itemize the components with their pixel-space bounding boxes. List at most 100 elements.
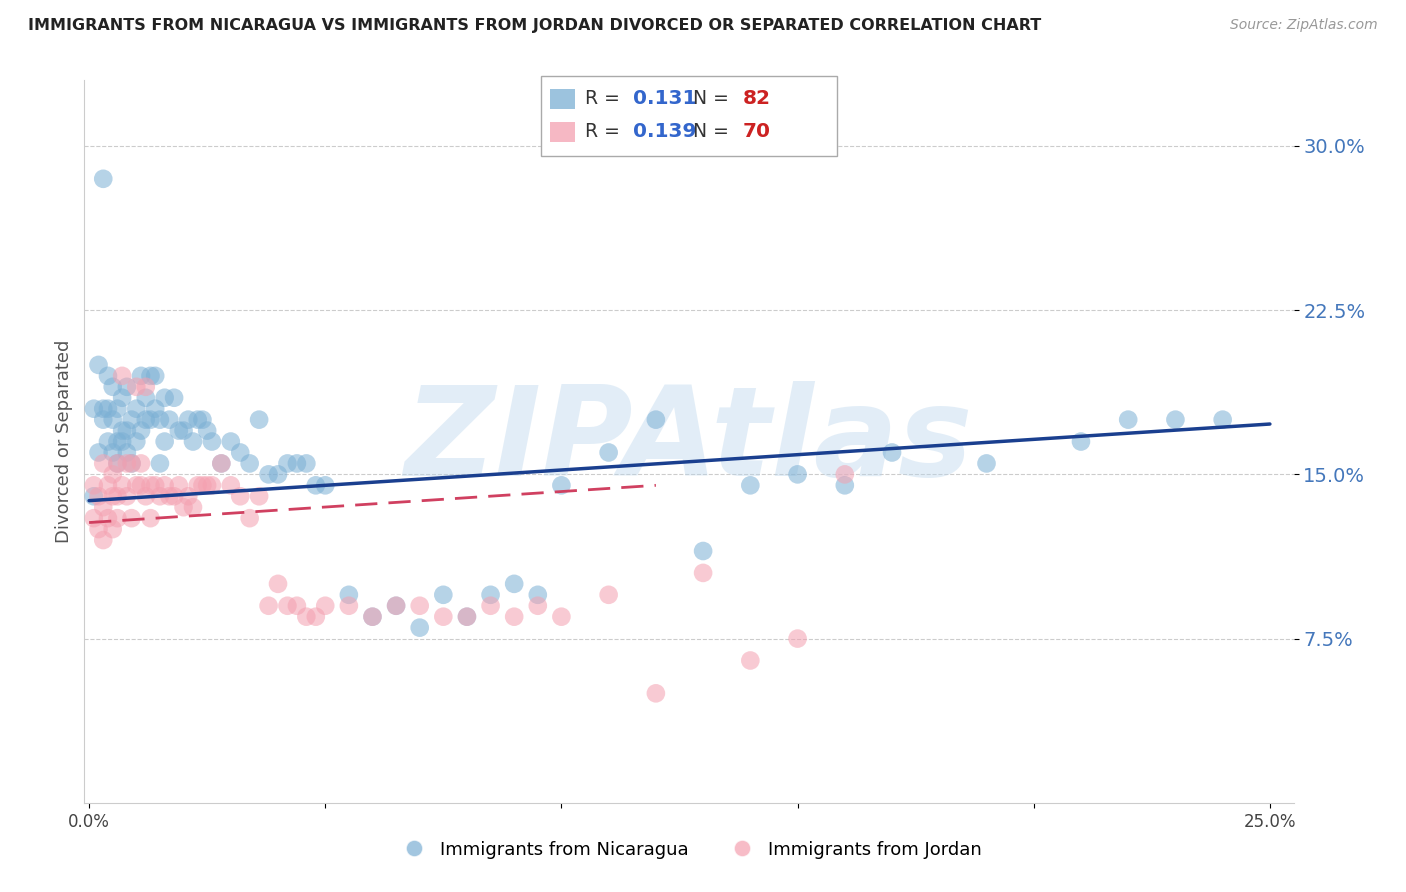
Point xyxy=(125,434,148,449)
Point xyxy=(153,434,176,449)
Point xyxy=(91,500,114,515)
Point xyxy=(121,457,143,471)
Point xyxy=(135,412,157,426)
Point xyxy=(135,391,157,405)
Point xyxy=(432,609,454,624)
Point xyxy=(295,457,318,471)
Point xyxy=(305,478,328,492)
Point xyxy=(267,467,290,482)
Point xyxy=(91,412,114,426)
Point xyxy=(409,599,432,613)
Point xyxy=(295,609,318,624)
Y-axis label: Divorced or Separated: Divorced or Separated xyxy=(55,340,73,543)
Point xyxy=(115,424,138,438)
Point xyxy=(187,478,209,492)
Point xyxy=(257,467,280,482)
Point xyxy=(456,609,478,624)
Point xyxy=(129,457,152,471)
Text: ZIPAtlas: ZIPAtlas xyxy=(405,381,973,502)
Point xyxy=(229,445,252,459)
Point xyxy=(479,588,502,602)
Point xyxy=(83,478,105,492)
Point xyxy=(1164,412,1187,426)
Point xyxy=(276,457,298,471)
Point xyxy=(101,489,124,503)
Point xyxy=(157,489,180,503)
Point xyxy=(314,599,336,613)
Point xyxy=(195,424,218,438)
Point xyxy=(125,380,148,394)
Text: R =: R = xyxy=(585,121,626,141)
Point xyxy=(149,489,172,503)
Text: 0.131: 0.131 xyxy=(633,88,696,108)
Point xyxy=(167,478,190,492)
Point xyxy=(139,511,162,525)
Point xyxy=(111,368,134,383)
Point xyxy=(834,478,856,492)
Point xyxy=(101,380,124,394)
Point xyxy=(527,599,550,613)
Point xyxy=(97,478,120,492)
Legend: Immigrants from Nicaragua, Immigrants from Jordan: Immigrants from Nicaragua, Immigrants fr… xyxy=(389,834,988,866)
Point xyxy=(385,599,408,613)
Text: 70: 70 xyxy=(742,121,770,141)
Point xyxy=(740,478,762,492)
Point xyxy=(173,500,195,515)
Point xyxy=(337,588,360,602)
Point xyxy=(209,457,232,471)
Point xyxy=(115,457,138,471)
Point xyxy=(115,445,138,459)
Point xyxy=(129,424,152,438)
Point xyxy=(111,434,134,449)
Point xyxy=(267,577,290,591)
Point xyxy=(786,632,808,646)
Point xyxy=(107,401,129,416)
Point xyxy=(229,489,252,503)
Point xyxy=(139,478,162,492)
Point xyxy=(409,621,432,635)
Point xyxy=(503,609,526,624)
Point xyxy=(157,412,180,426)
Point xyxy=(1212,412,1234,426)
Point xyxy=(135,380,157,394)
Point xyxy=(1070,434,1092,449)
Point xyxy=(644,686,666,700)
Point xyxy=(111,391,134,405)
Point xyxy=(143,401,166,416)
Point xyxy=(201,434,224,449)
Point xyxy=(692,566,714,580)
Point xyxy=(191,412,214,426)
Point xyxy=(97,511,120,525)
Point xyxy=(257,599,280,613)
Point xyxy=(219,478,242,492)
Point xyxy=(314,478,336,492)
Point xyxy=(740,653,762,667)
Point xyxy=(107,434,129,449)
Point xyxy=(101,467,124,482)
Point xyxy=(101,412,124,426)
Point xyxy=(91,171,114,186)
Point xyxy=(139,368,162,383)
Point xyxy=(83,489,105,503)
Point xyxy=(692,544,714,558)
Point xyxy=(129,368,152,383)
Point xyxy=(239,511,262,525)
Point xyxy=(276,599,298,613)
Point xyxy=(125,401,148,416)
Point xyxy=(121,457,143,471)
Point xyxy=(219,434,242,449)
Point xyxy=(107,457,129,471)
Point xyxy=(479,599,502,613)
Point xyxy=(107,489,129,503)
Point xyxy=(163,489,186,503)
Point xyxy=(195,478,218,492)
Point xyxy=(83,401,105,416)
Point xyxy=(97,401,120,416)
Point xyxy=(149,457,172,471)
Point xyxy=(834,467,856,482)
Text: N =: N = xyxy=(693,121,735,141)
Point xyxy=(644,412,666,426)
Point xyxy=(361,609,384,624)
Point xyxy=(181,434,204,449)
Point xyxy=(111,478,134,492)
